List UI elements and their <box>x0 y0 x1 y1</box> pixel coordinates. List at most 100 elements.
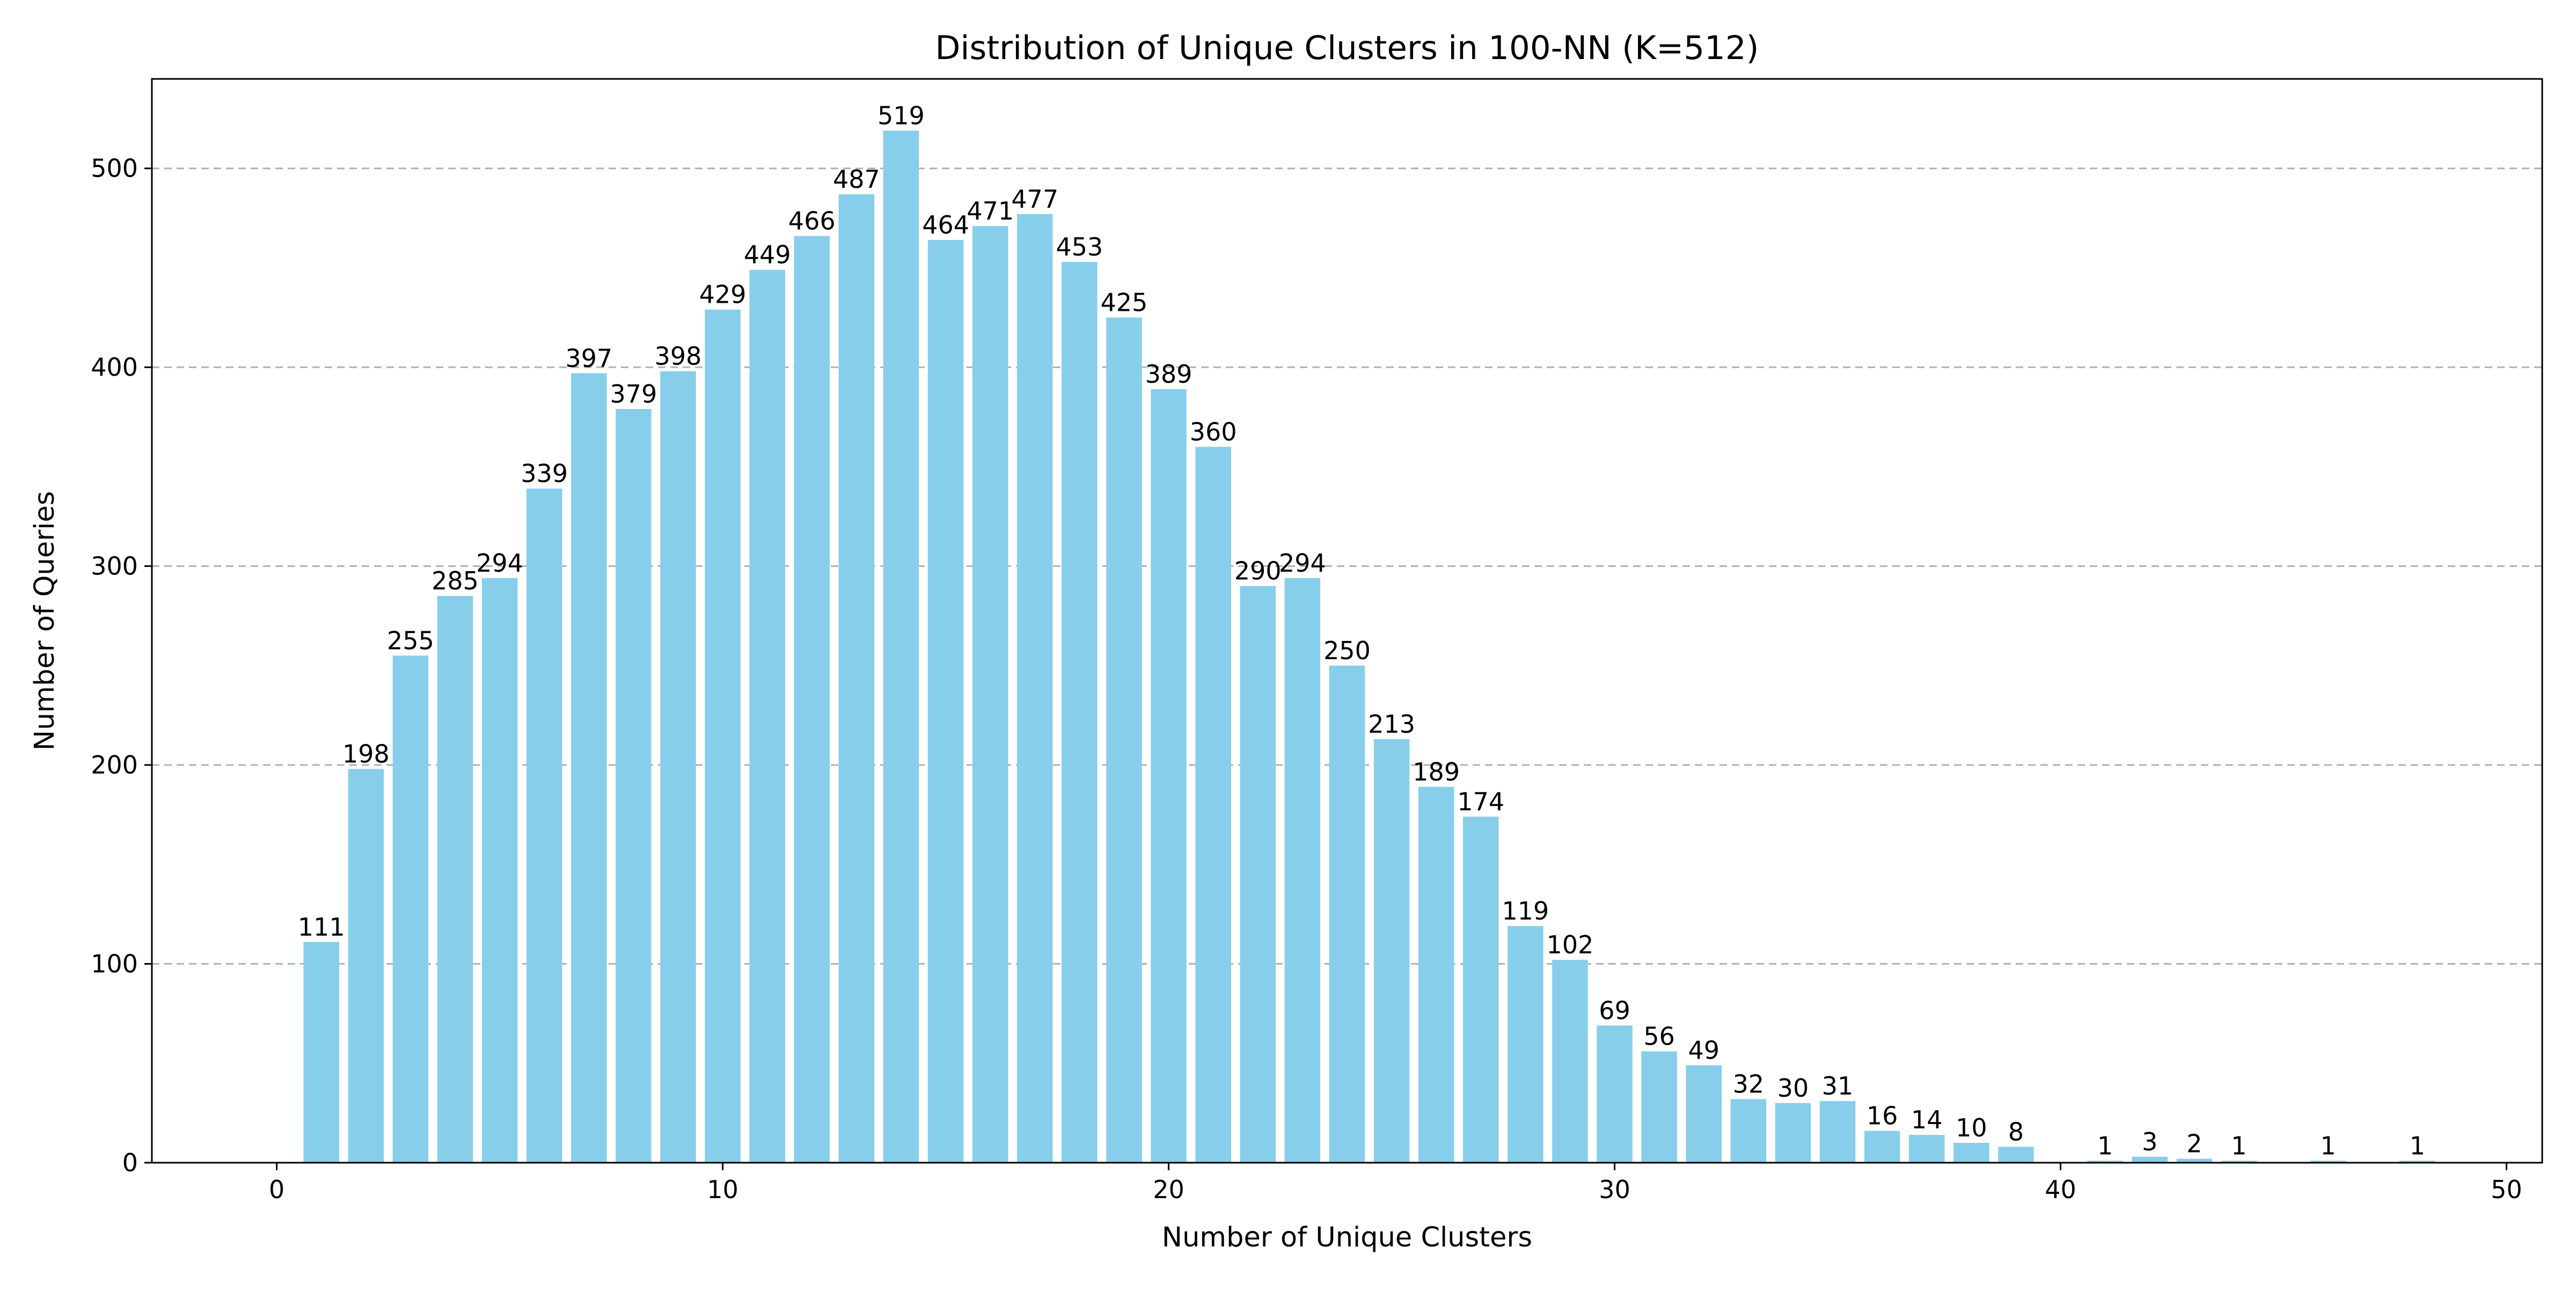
bar <box>2310 1161 2346 1163</box>
bar <box>927 240 964 1163</box>
bar <box>1730 1099 1767 1163</box>
bar-value-label: 285 <box>431 566 479 595</box>
bar-value-label: 1 <box>2097 1131 2113 1160</box>
plot-area-frame <box>151 78 2543 1164</box>
bar-value-label: 487 <box>833 165 880 194</box>
bar-value-label: 111 <box>298 913 345 942</box>
bar-value-label: 429 <box>699 280 747 309</box>
bar-value-label: 466 <box>788 207 836 236</box>
y-tick-label: 500 <box>91 154 138 183</box>
bar <box>1507 926 1543 1163</box>
bar-value-label: 449 <box>744 240 791 269</box>
bar <box>1775 1103 1811 1163</box>
bar-value-label: 389 <box>1145 360 1192 389</box>
bar <box>1062 261 1097 1163</box>
y-tick-label: 100 <box>91 950 138 979</box>
y-tick-label: 300 <box>91 552 138 581</box>
bar <box>1418 786 1454 1163</box>
bar <box>1641 1051 1677 1163</box>
bar <box>1151 389 1187 1163</box>
chart-title: Distribution of Unique Clusters in 100-N… <box>935 29 1759 67</box>
bar <box>1597 1025 1633 1163</box>
bar <box>883 130 919 1163</box>
bar <box>1953 1142 1989 1163</box>
bar-value-label: 69 <box>1599 996 1630 1025</box>
bar <box>1686 1065 1722 1163</box>
bar <box>794 236 830 1163</box>
x-tick-label: 30 <box>1599 1175 1630 1204</box>
bar <box>972 226 1008 1163</box>
bar-value-label: 30 <box>1777 1074 1809 1103</box>
y-tick-label: 200 <box>91 750 138 779</box>
bar <box>1864 1130 1900 1163</box>
bar-value-label: 1 <box>2320 1131 2336 1160</box>
bar <box>749 269 785 1163</box>
bar-value-label: 16 <box>1867 1102 1898 1130</box>
bar-value-label: 3 <box>2142 1127 2157 1156</box>
bar <box>1373 739 1410 1163</box>
bar-value-label: 360 <box>1190 417 1237 446</box>
bar-value-label: 471 <box>967 196 1014 225</box>
bar-value-label: 290 <box>1234 557 1282 586</box>
y-axis-label: Number of Queries <box>29 491 61 750</box>
bar-value-label: 379 <box>610 380 657 409</box>
x-axis-label: Number of Unique Clusters <box>1162 1222 1532 1253</box>
bar-value-label: 255 <box>387 626 434 655</box>
bar <box>2087 1161 2123 1163</box>
bar <box>571 373 607 1163</box>
bar <box>1552 960 1588 1163</box>
bar-value-label: 49 <box>1688 1035 1720 1064</box>
bar <box>1998 1147 2034 1163</box>
bar-value-label: 2 <box>2186 1129 2202 1158</box>
bar-value-label: 198 <box>342 739 390 768</box>
x-tick-label: 10 <box>707 1175 738 1204</box>
bar <box>1284 578 1321 1163</box>
bar <box>1909 1135 1945 1163</box>
bar <box>2176 1158 2213 1163</box>
y-tick-label: 0 <box>122 1148 138 1177</box>
bar <box>1819 1101 1856 1163</box>
bar-value-label: 339 <box>521 459 568 488</box>
bar <box>1463 816 1499 1163</box>
bar-value-label: 250 <box>1323 636 1371 665</box>
bar <box>2132 1156 2168 1163</box>
bar-value-label: 14 <box>1911 1105 1943 1134</box>
bar-value-label: 453 <box>1056 232 1103 261</box>
bar-value-label: 32 <box>1733 1069 1765 1098</box>
bar <box>838 194 875 1163</box>
bar-value-label: 294 <box>476 549 523 578</box>
bar <box>526 488 562 1163</box>
bar-value-label: 1 <box>2231 1131 2246 1160</box>
bar-value-label: 1 <box>2410 1131 2425 1160</box>
bar-value-label: 519 <box>877 101 925 130</box>
x-tick-label: 0 <box>269 1175 284 1204</box>
bar <box>1329 665 1365 1163</box>
bar <box>2399 1161 2435 1163</box>
bar <box>437 596 473 1163</box>
bar <box>348 769 384 1163</box>
bar <box>303 942 340 1163</box>
bar-value-label: 397 <box>565 344 612 373</box>
bar-value-label: 189 <box>1413 757 1460 786</box>
bar <box>1106 317 1142 1163</box>
bar <box>2221 1161 2257 1163</box>
x-tick-label: 50 <box>2491 1175 2522 1204</box>
bar-value-label: 425 <box>1101 288 1148 317</box>
bar-value-label: 464 <box>922 210 969 239</box>
bar <box>660 371 696 1163</box>
bar <box>1240 586 1276 1163</box>
bar-value-label: 477 <box>1011 185 1058 214</box>
bar-value-label: 10 <box>1956 1113 1987 1142</box>
bar-value-label: 8 <box>2008 1117 2024 1146</box>
bar <box>392 655 429 1163</box>
bar <box>616 409 652 1163</box>
bar <box>1017 214 1053 1163</box>
bar-value-label: 31 <box>1822 1071 1854 1100</box>
y-tick-label: 400 <box>91 353 138 382</box>
bar-value-label: 56 <box>1643 1022 1675 1051</box>
bar-value-label: 119 <box>1502 896 1549 925</box>
bar <box>481 578 518 1163</box>
bar-value-label: 398 <box>655 342 702 371</box>
